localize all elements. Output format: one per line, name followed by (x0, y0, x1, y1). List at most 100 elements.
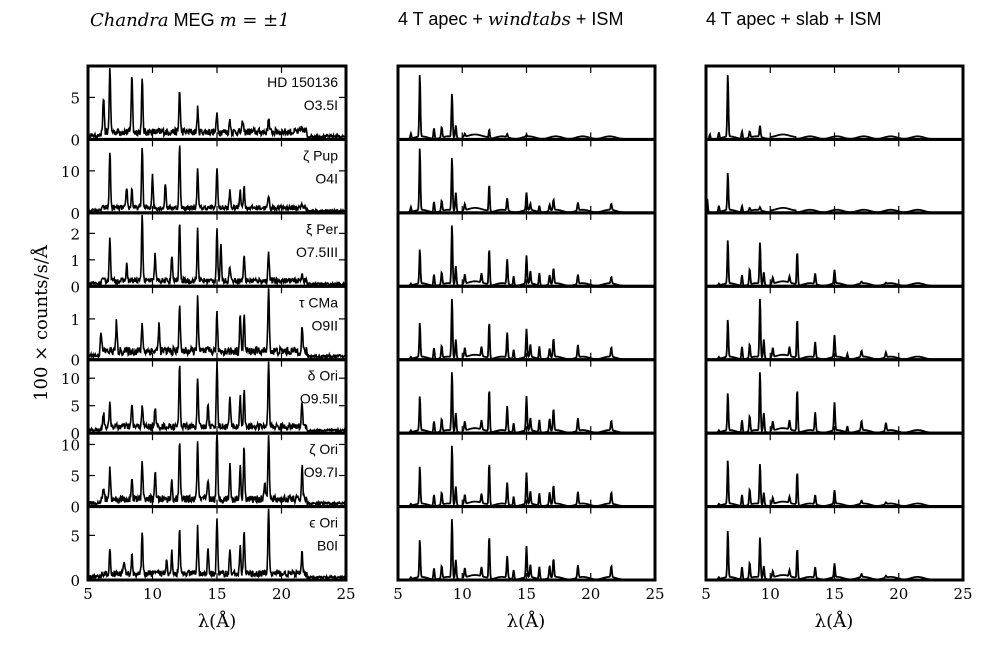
panel-frame (396, 284, 657, 362)
panel-0-1: 0 10 ζ Pup O4I (61, 137, 348, 223)
panel-0-2: 0 1 2 ξ Per O7.5III (70, 211, 348, 296)
y-tick-label: 10 (61, 436, 80, 454)
y-tick-label: 5 (70, 89, 80, 107)
panel-2-5 (704, 431, 965, 509)
y-tick-label: 5 (70, 398, 80, 416)
y-tick-label: 1 (70, 311, 80, 329)
spectrum-line (398, 225, 655, 288)
x-tick-label: 15 (825, 585, 844, 603)
panel-0-3: 0 1 τ CMa O9II (70, 284, 348, 370)
x-axis-label-windtabs: λ(Å) (507, 610, 545, 632)
y-tick-label: 0 (70, 131, 80, 149)
title-text-tail: + ISM (571, 9, 624, 29)
spectrum-line (87, 145, 347, 215)
spectrum-line (706, 298, 963, 361)
star-name-label: τ CMa (299, 294, 338, 310)
panel-1-6 (396, 505, 657, 582)
y-tick-label: 0 (70, 352, 80, 370)
panel-2-6 (704, 505, 965, 582)
x-tick-label: 25 (645, 585, 664, 603)
spectrum-line (398, 298, 655, 361)
star-name-label: ϵ Ori (309, 515, 338, 531)
y-tick-label: 10 (61, 370, 80, 388)
panel-frame (396, 64, 657, 141)
y-tick-label: 0 (70, 205, 80, 223)
spectrum-line (87, 214, 347, 288)
spectral-type-label: O9.5II (300, 391, 338, 407)
x-tick-label: 25 (953, 585, 972, 603)
panel-0-6: 0 5 ϵ Ori B0I (70, 505, 348, 590)
y-tick-label: 2 (70, 225, 80, 243)
star-name-label: ζ Pup (303, 147, 338, 163)
panel-0-4: 0 5 10 δ Ori O9.5II (61, 358, 348, 443)
spectrum-line (87, 288, 347, 361)
column-title-slab: 4 T apec + slab + ISM (706, 9, 881, 29)
panel-1-5 (396, 431, 657, 509)
y-tick-label: 5 (70, 527, 80, 545)
x-tick-label: 20 (581, 585, 600, 603)
panel-0-0: 0 5 HD 150136 O3.5I (70, 64, 348, 149)
panel-frame (396, 211, 657, 288)
panel-frame (704, 137, 965, 215)
y-tick-label: 1 (70, 252, 80, 270)
x-tick-label: 10 (761, 585, 780, 603)
spectrum-line (87, 508, 347, 582)
y-tick-label: 0 (70, 425, 80, 443)
spectral-type-label: O3.5I (304, 97, 338, 113)
panel-2-0 (704, 64, 965, 141)
spectrum-line (398, 519, 655, 581)
title-math: m = ±1 (220, 10, 290, 31)
column-title-observed: Chandra MEG m = ±1 (90, 10, 290, 31)
spectrum-line (87, 67, 347, 141)
x-tick-label: 5 (701, 585, 711, 603)
spectrum-line (706, 460, 963, 508)
panel-2-2 (704, 211, 965, 288)
panel-frame (396, 431, 657, 509)
spectral-type-label: O7.5III (296, 244, 338, 260)
panel-frame (704, 64, 965, 141)
x-tick-label: 20 (889, 585, 908, 603)
panel-1-2 (396, 211, 657, 288)
x-tick-label: 15 (517, 585, 536, 603)
spectral-type-label: B0I (317, 538, 338, 554)
spectrum-line (398, 445, 655, 508)
x-tick-label: 10 (143, 585, 162, 603)
spectrum-line (706, 531, 963, 581)
panel-2-4 (704, 358, 965, 435)
x-tick-label: 25 (336, 585, 355, 603)
title-italic: windtabs (488, 9, 571, 30)
spectrum-line (398, 148, 655, 214)
y-tick-label: 0 (70, 572, 80, 590)
y-tick-label: 10 (61, 163, 80, 181)
spectrum-line (706, 75, 963, 141)
title-text: MEG (169, 10, 220, 30)
panel-1-3 (396, 284, 657, 362)
panel-1-4 (396, 358, 657, 435)
spectral-type-label: O4I (315, 170, 338, 186)
y-axis-label: 100 × counts/s/Å (30, 244, 52, 401)
title-italic: Chandra (90, 10, 169, 31)
spectrum-line (398, 75, 655, 141)
x-axis-label-observed: λ(Å) (198, 610, 236, 632)
x-tick-label: 10 (453, 585, 472, 603)
panel-frame (704, 358, 965, 435)
star-name-label: HD 150136 (267, 74, 338, 90)
x-tick-label: 15 (207, 585, 226, 603)
star-name-label: ζ Ori (309, 441, 338, 457)
x-tick-label: 5 (83, 585, 93, 603)
x-tick-label: 20 (272, 585, 291, 603)
y-tick-label: 5 (70, 468, 80, 486)
panel-frame (396, 505, 657, 582)
spectrum-line (398, 372, 655, 434)
y-tick-label: 0 (70, 499, 80, 517)
x-tick-label: 5 (393, 585, 403, 603)
spectral-type-label: O9.7I (304, 464, 338, 480)
column-title-windtabs: 4 T apec + windtabs + ISM (398, 9, 623, 30)
star-name-label: ξ Per (306, 221, 338, 237)
panel-1-0 (396, 64, 657, 141)
spectral-type-label: O9II (312, 317, 338, 333)
spectrum-line (706, 240, 963, 288)
panel-2-1 (704, 137, 965, 215)
star-name-label: δ Ori (308, 368, 338, 384)
